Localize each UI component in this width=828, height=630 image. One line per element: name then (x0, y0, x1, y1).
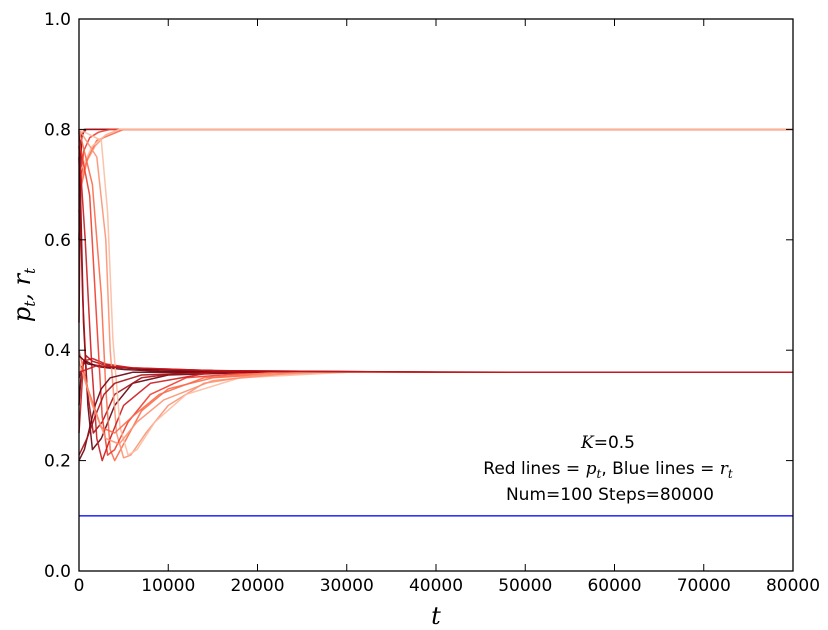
red-series-line-21 (78, 364, 793, 374)
red-series-line-16 (78, 371, 793, 461)
y-tick-label: 0.4 (44, 341, 71, 361)
tick-layer: 0 10000 20000 30000 40000 50000 60000 70000 8000… (44, 10, 820, 596)
y-tick-label: 0.2 (44, 452, 71, 472)
annotation-box: K=0.5 Red lines = pt, Blue lines = rt Nu… (483, 433, 733, 505)
red-series-line-5 (78, 128, 793, 174)
red-series-line-13 (78, 140, 793, 456)
x-tick-label: 10000 (141, 576, 195, 596)
series-layer (78, 128, 793, 517)
x-tick-label: 60000 (587, 576, 641, 596)
x-tick-label: 50000 (498, 576, 552, 596)
plot-background (79, 19, 793, 571)
x-tick-label: 40000 (409, 576, 463, 596)
annotation-lines: Red lines = pt, Blue lines = rt (483, 459, 733, 481)
red-series-line-12 (78, 128, 793, 459)
red-series-line-18 (78, 350, 793, 434)
y-tick-label: 0.8 (44, 120, 71, 140)
red-series-line-19 (78, 360, 793, 445)
red-series-line-11 (78, 129, 793, 462)
x-tick-label: 80000 (766, 576, 820, 596)
x-tick-label: 30000 (320, 576, 374, 596)
y-tick-label: 0.6 (44, 231, 71, 251)
annotation-k: K=0.5 (580, 433, 635, 453)
x-tick-label: 70000 (677, 576, 731, 596)
red-series-line-14 (78, 145, 793, 462)
y-tick-label: 0.0 (44, 562, 71, 582)
red-series-line-17 (78, 371, 793, 456)
x-tick-label: 0 (74, 576, 85, 596)
x-axis-label: t (431, 602, 441, 630)
y-axis-label: pt, rt (8, 267, 39, 322)
x-tick-label: 20000 (230, 576, 284, 596)
annotation-run-info: Num=100 Steps=80000 (506, 485, 714, 505)
y-tick-label: 1.0 (44, 10, 71, 30)
